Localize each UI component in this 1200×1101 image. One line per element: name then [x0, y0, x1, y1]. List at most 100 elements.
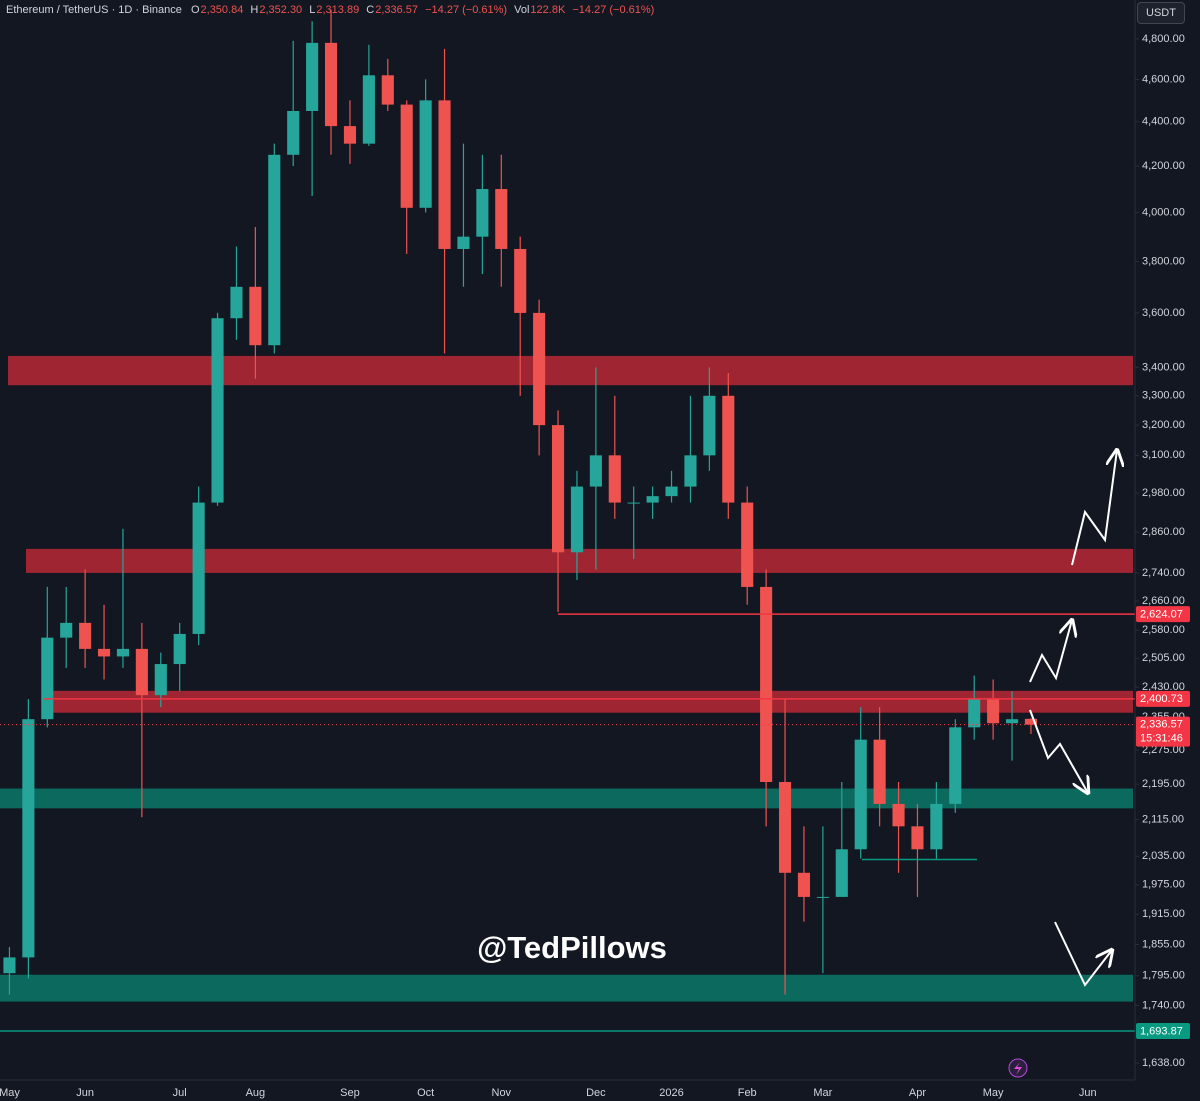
- candle-body: [627, 502, 640, 504]
- y-tick-label: 2,195.00: [1142, 778, 1185, 790]
- candle-body: [41, 637, 54, 720]
- x-tick-label: Jul: [173, 1087, 187, 1099]
- zone: [26, 548, 1133, 573]
- y-tick-label: 1,740.00: [1142, 999, 1185, 1011]
- legend-header: Ethereum / TetherUS · 1D · Binance O2,35…: [6, 4, 658, 16]
- ohlc-value: 2,350.84: [200, 4, 244, 16]
- x-tick-label: Oct: [417, 1087, 434, 1099]
- y-tick-label: 4,800.00: [1142, 33, 1185, 45]
- y-tick-label: 2,980.00: [1142, 487, 1185, 499]
- ohlc-value: 2,336.57: [375, 4, 419, 16]
- candle-body: [457, 236, 470, 249]
- candle-body: [116, 648, 130, 657]
- candle-body: [154, 664, 167, 696]
- candle-body: [1005, 719, 1019, 724]
- x-tick-label: 2026: [659, 1087, 683, 1099]
- ohlc-key: C: [366, 4, 375, 16]
- candle-body: [60, 622, 73, 638]
- candle-body: [495, 189, 508, 249]
- candle-body: [438, 100, 451, 249]
- candle-body: [646, 496, 659, 503]
- candle-body: [400, 104, 413, 208]
- candle-body: [589, 455, 602, 487]
- symbol: Ethereum / TetherUS · 1D · Binance: [6, 4, 182, 16]
- levels: [0, 613, 1135, 1032]
- candle-body: [533, 312, 546, 426]
- x-tick-label: Nov: [492, 1087, 512, 1099]
- candle-body: [476, 189, 489, 237]
- last-price-tag: [1136, 716, 1190, 747]
- candle-body: [1024, 718, 1038, 725]
- candle-body: [854, 739, 867, 850]
- zone: [0, 974, 1133, 1002]
- candle-body: [97, 648, 111, 657]
- y-tick-label: 2,660.00: [1142, 595, 1185, 607]
- x-tick-label: Aug: [246, 1087, 266, 1099]
- candle-body: [211, 318, 224, 503]
- candle-body: [835, 849, 848, 897]
- candle-body: [930, 803, 943, 850]
- watermark: @TedPillows: [477, 930, 667, 965]
- y-tick-label: 3,100.00: [1142, 449, 1185, 461]
- candle-body: [816, 896, 829, 898]
- candle-body: [173, 633, 186, 665]
- candle-body: [760, 586, 773, 783]
- candle-body: [514, 248, 527, 313]
- candle-body: [306, 42, 319, 112]
- y-tick-label: 3,200.00: [1142, 419, 1185, 431]
- candles: [3, 9, 1038, 995]
- candle-body: [741, 502, 754, 587]
- arrow-bounce: [1054, 921, 1112, 987]
- y-tick-label: 3,600.00: [1142, 307, 1185, 319]
- price-tag: [1136, 690, 1190, 707]
- x-tick-label: Sep: [340, 1087, 360, 1099]
- ohlc-value: 2,313.89: [316, 4, 360, 16]
- candle-body: [968, 699, 981, 728]
- x-tick-label: Feb: [738, 1087, 757, 1099]
- candle-body: [249, 286, 262, 346]
- ohlc-key: O: [190, 4, 200, 16]
- volume-change: −14.27 (−0.61%): [572, 4, 655, 16]
- candle-body: [419, 100, 432, 208]
- ohlc-value: 2,352.30: [259, 4, 303, 16]
- y-tick-label: 2,430.00: [1142, 681, 1185, 693]
- candle-body: [797, 872, 811, 897]
- candle-body: [287, 111, 300, 155]
- y-tick-label: 2,580.00: [1142, 624, 1185, 636]
- zone: [0, 788, 1133, 809]
- candle-body: [343, 126, 357, 144]
- price-tag: [1136, 1023, 1190, 1040]
- y-tick-label: 1,915.00: [1142, 908, 1185, 920]
- change: −14.27 (−0.61%): [425, 4, 508, 16]
- y-tick-label: 3,400.00: [1142, 361, 1185, 373]
- price-tag-label: 2,624.07: [1140, 609, 1183, 621]
- x-tick-label: Mar: [813, 1087, 832, 1099]
- y-tick-label: 4,600.00: [1142, 73, 1185, 85]
- zones: [0, 355, 1133, 1002]
- y-tick-label: 2,860.00: [1142, 526, 1185, 538]
- ohlc-key: L: [309, 4, 316, 16]
- y-tick-label: 2,035.00: [1142, 850, 1185, 862]
- zone: [8, 355, 1133, 386]
- currency-button[interactable]: USDT: [1137, 2, 1185, 24]
- candle-body: [684, 455, 697, 487]
- y-tick-label: 2,275.00: [1142, 744, 1185, 756]
- y-tick-label: 3,800.00: [1142, 255, 1185, 267]
- y-tick-label: 1,975.00: [1142, 879, 1185, 891]
- x-tick-label: Jun: [76, 1087, 94, 1099]
- candle-body: [703, 395, 716, 456]
- candle-body: [665, 486, 678, 497]
- x-tick-label: Dec: [586, 1087, 606, 1099]
- candle-body: [949, 727, 962, 804]
- y-tick-label: 2,505.00: [1142, 652, 1185, 664]
- x-tick-label: May: [983, 1087, 1004, 1099]
- y-tick-label: 2,740.00: [1142, 567, 1185, 579]
- last-price-label: 2,336.57: [1140, 719, 1183, 731]
- price-tag-label: 1,693.87: [1140, 1025, 1183, 1037]
- candle-body: [268, 154, 281, 346]
- ohlc-key: H: [250, 4, 259, 16]
- x-axis: May Jun Jul Aug Sep Oct Nov Dec 2026 Feb Mar Apr May…: [0, 1087, 1097, 1099]
- candle-body: [608, 455, 621, 503]
- lightning-glyph: [1014, 1062, 1022, 1075]
